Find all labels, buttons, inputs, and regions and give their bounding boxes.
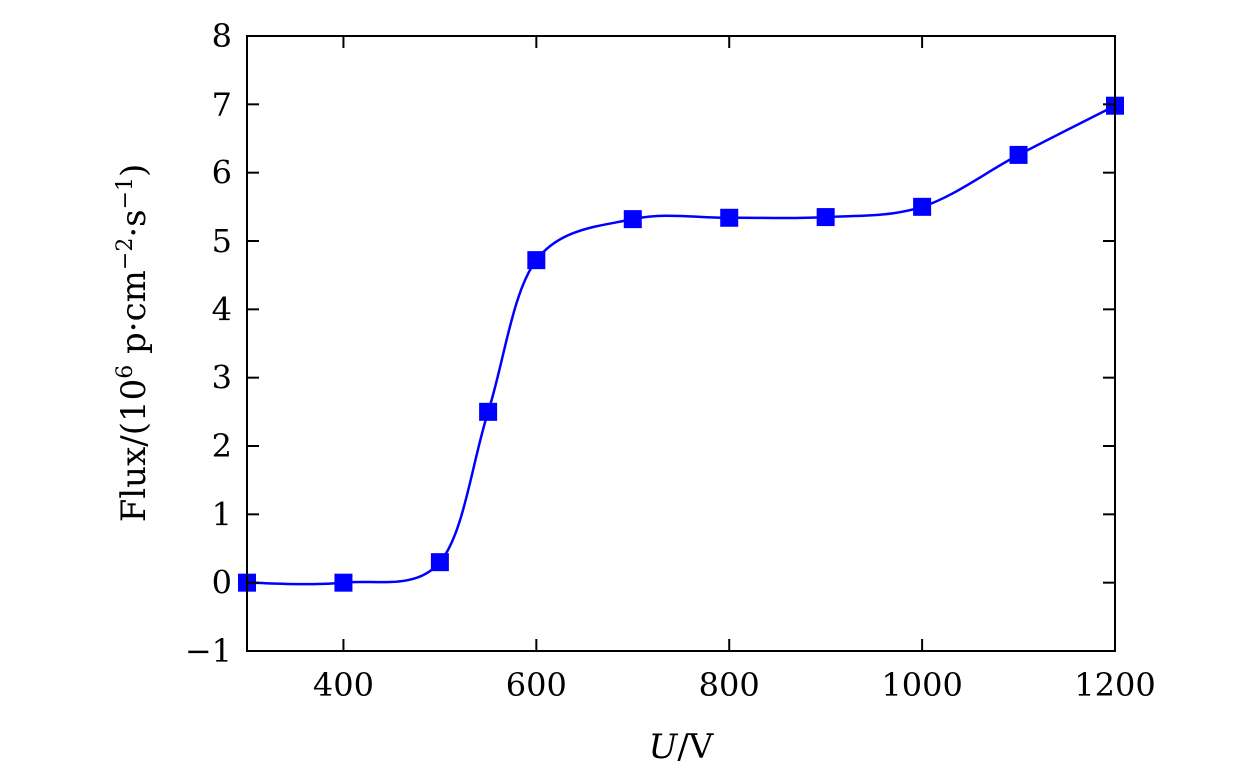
data-point-marker (479, 402, 498, 421)
data-point-marker (816, 208, 835, 227)
y-axis-title: Flux/(106 p·cm−2·s−1) (113, 164, 154, 523)
data-point-layer (238, 96, 1124, 592)
data-point-marker (334, 573, 353, 592)
data-point-marker (430, 553, 449, 572)
y-axis-ticks: −1 0 1 2 3 4 5 6 7 8 (185, 17, 1115, 670)
plot-frame (246, 35, 1116, 652)
data-point-marker (720, 208, 739, 227)
y-tick-label: −1 (185, 632, 232, 670)
y-tick-label: 4 (212, 290, 232, 328)
data-point-marker (623, 210, 642, 229)
x-tick-label: 1200 (1074, 666, 1155, 704)
y-tick-label: 8 (212, 17, 232, 55)
y-tick-label: 2 (212, 427, 232, 465)
x-axis-ticks: 400 600 800 1000 1200 (313, 36, 1156, 704)
x-tick-label: 800 (699, 666, 760, 704)
x-tick-label: 600 (506, 666, 567, 704)
y-tick-label: 6 (212, 154, 232, 192)
data-point-marker (527, 251, 546, 270)
x-tick-label: 400 (313, 666, 374, 704)
y-tick-label: 5 (212, 222, 232, 260)
x-tick-label: 1000 (881, 666, 962, 704)
fit-curve-layer (246, 104, 1116, 586)
series-line (246, 104, 1116, 586)
y-tick-label: 0 (212, 564, 232, 602)
data-point-marker (1009, 145, 1028, 164)
x-axis-title: U/V (649, 727, 715, 767)
y-tick-label: 1 (212, 495, 232, 533)
y-tick-label: 7 (212, 85, 232, 123)
data-point-marker (913, 197, 932, 216)
y-tick-label: 3 (212, 359, 232, 397)
